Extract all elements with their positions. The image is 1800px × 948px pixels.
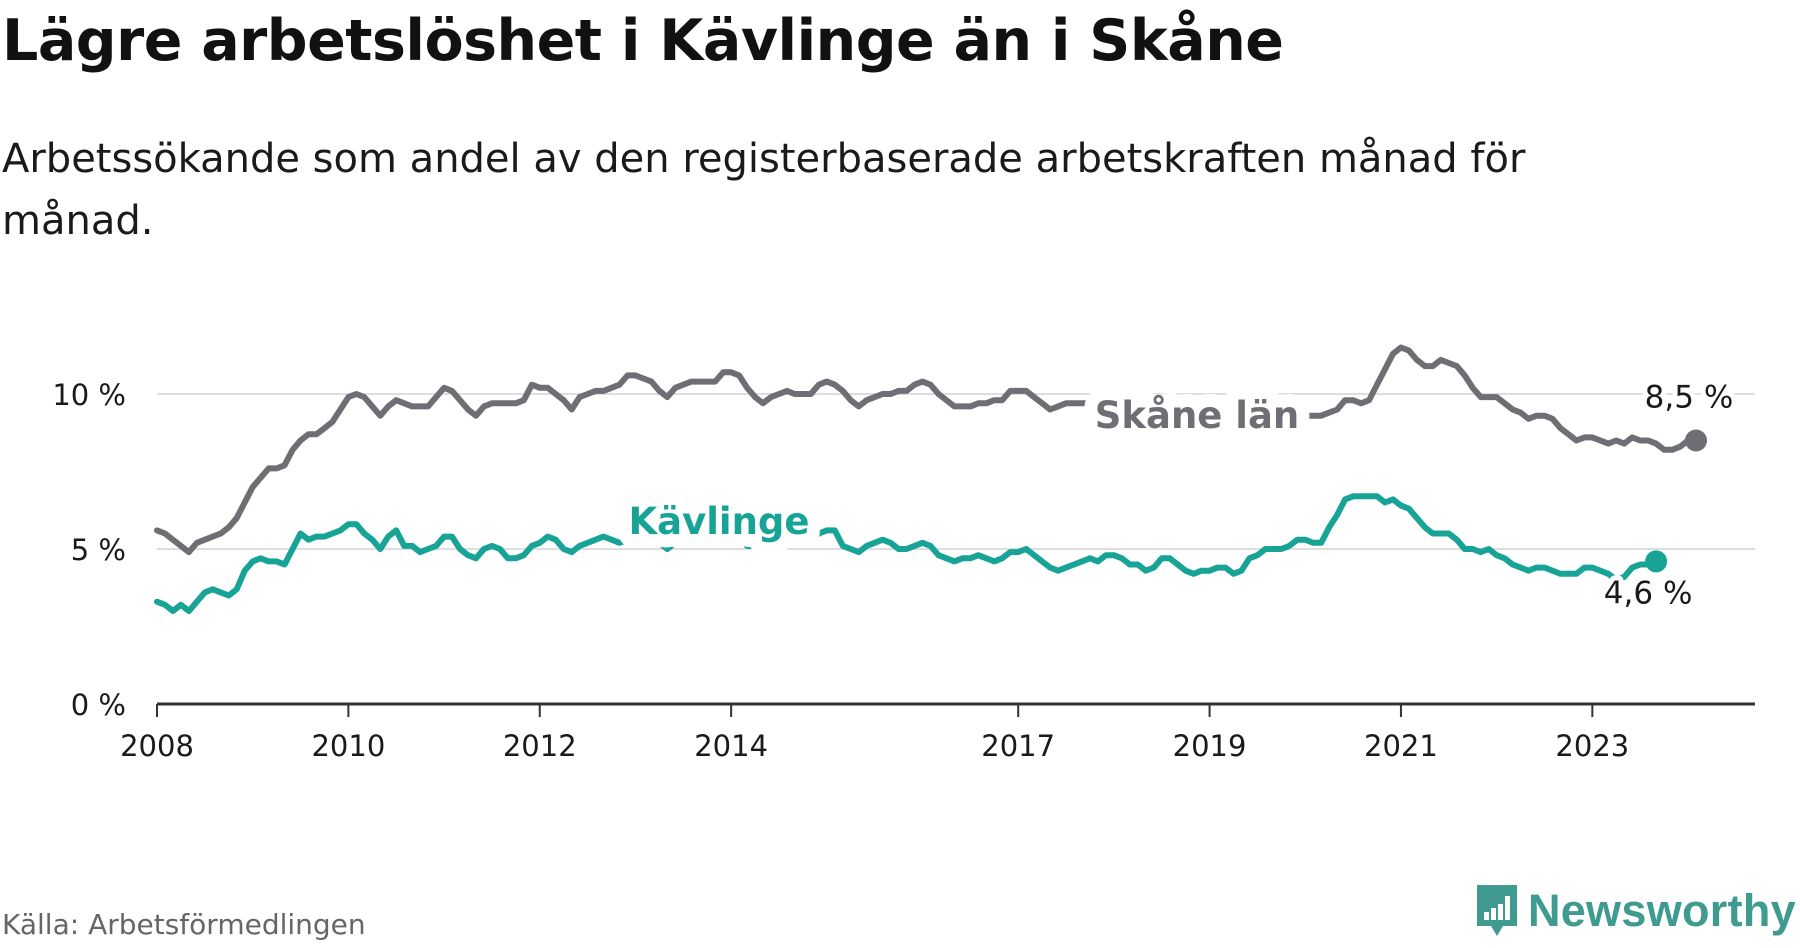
end-label-skane: 8,5 % xyxy=(1645,380,1734,416)
source-note: Källa: Arbetsförmedlingen xyxy=(2,908,366,941)
brand: Newsworthy xyxy=(1474,882,1796,940)
brand-name: Newsworthy xyxy=(1527,885,1796,936)
y-tick-label: 0 % xyxy=(71,688,126,722)
series-line-kavlinge xyxy=(154,493,1660,614)
x-tick-label: 2021 xyxy=(1364,729,1438,763)
x-tick-label: 2017 xyxy=(981,729,1055,763)
end-label-kavlinge-halo: 4,6 % xyxy=(1604,575,1693,611)
x-tick-label: 2023 xyxy=(1555,729,1629,763)
y-tick-label: 10 % xyxy=(52,378,126,412)
x-tick-label: 2014 xyxy=(694,729,768,763)
x-tick-label: 2012 xyxy=(503,729,577,763)
newsworthy-logo-icon xyxy=(1476,885,1517,936)
x-tick-label: 2008 xyxy=(120,729,194,763)
chart-title: Lägre arbetslöshet i Kävlinge än i Skåne xyxy=(2,8,1284,74)
end-label-skane-halo: 8,5 % xyxy=(1645,380,1734,416)
series-line-skane xyxy=(154,344,1699,556)
x-axis: 2008 2010 2012 2014 2017 2019 2021 2023 xyxy=(120,702,1755,763)
x-tick-label: 2010 xyxy=(311,729,385,763)
end-label-kavlinge: 4,6 % xyxy=(1604,575,1693,611)
series-endpoint-skane xyxy=(1684,429,1707,452)
series-label-kavlinge: Kävlinge xyxy=(628,500,809,543)
y-axis-labels: 0 % 5 % 10 % xyxy=(52,378,126,722)
y-tick-label: 5 % xyxy=(71,533,126,567)
x-tick-label: 2019 xyxy=(1173,729,1247,763)
series-endpoint-kavlinge xyxy=(1645,550,1668,573)
chart-subtitle: Arbetssökande som andel av den registerb… xyxy=(2,136,1526,244)
gridlines xyxy=(157,393,1755,550)
series-label-skane: Skåne län xyxy=(1095,394,1300,437)
series-lines xyxy=(154,344,1707,614)
